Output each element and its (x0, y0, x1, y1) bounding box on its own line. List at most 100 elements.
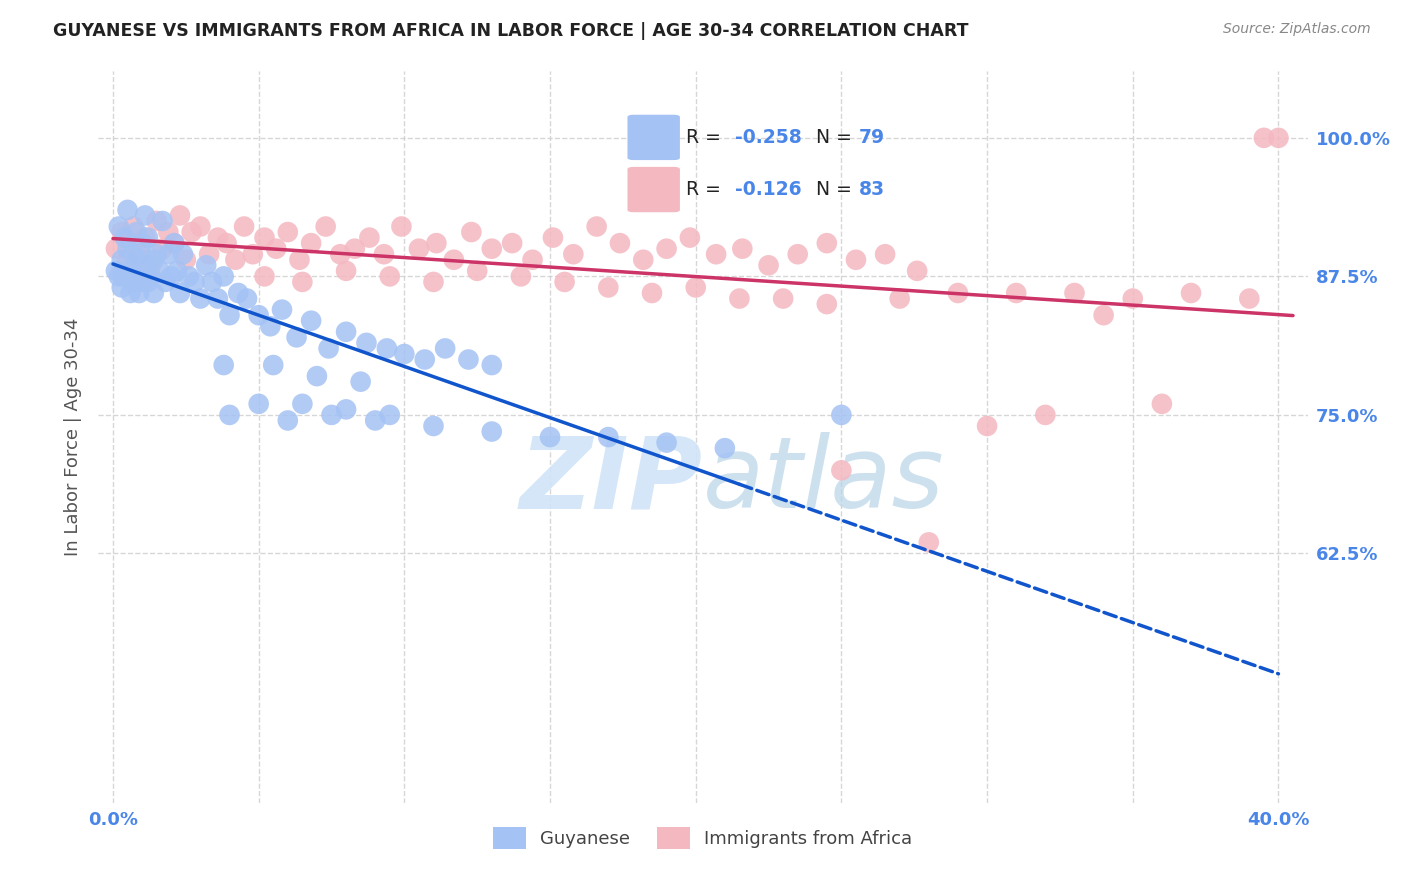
Point (481, 425, 503, 439)
Point (641, 285, 664, 300)
Point (142, 285, 165, 300)
Point (457, 352, 479, 367)
Point (111, 252, 134, 267)
Point (655, 242, 678, 256)
Point (190, 292, 212, 306)
Point (145, 247, 167, 261)
Point (585, 219, 607, 234)
Point (731, 242, 754, 256)
Point (1122, 292, 1144, 306)
Point (139, 269, 162, 284)
Point (212, 269, 235, 284)
Point (190, 219, 212, 234)
Point (655, 435, 678, 450)
Point (152, 214, 174, 228)
Point (233, 219, 256, 234)
Point (889, 292, 911, 306)
Point (633, 252, 655, 267)
Point (425, 236, 447, 251)
Point (131, 236, 153, 251)
Point (343, 242, 366, 256)
Text: R =: R = (686, 180, 727, 199)
Point (394, 347, 416, 361)
Point (830, 463, 852, 477)
Point (538, 430, 561, 444)
Point (321, 408, 343, 422)
Point (786, 247, 808, 261)
Point (134, 258, 156, 272)
Point (1239, 292, 1261, 306)
Point (215, 236, 238, 251)
Point (277, 413, 299, 427)
Point (142, 252, 165, 267)
Point (481, 242, 503, 256)
Point (172, 247, 194, 261)
Point (1253, 131, 1275, 145)
Point (875, 247, 897, 261)
Point (114, 230, 136, 244)
Point (315, 219, 337, 234)
Point (160, 269, 183, 284)
Point (685, 280, 707, 294)
Point (350, 375, 373, 389)
Point (509, 269, 531, 284)
Point (177, 269, 200, 284)
Point (212, 358, 235, 372)
Point (152, 242, 174, 256)
Point (149, 264, 172, 278)
Point (335, 402, 357, 417)
Point (183, 275, 205, 289)
Legend: Guyanese, Immigrants from Africa: Guyanese, Immigrants from Africa (486, 820, 920, 856)
Point (305, 369, 328, 384)
Point (201, 275, 224, 289)
Point (554, 275, 576, 289)
Point (335, 325, 357, 339)
Point (277, 225, 299, 239)
Point (117, 252, 139, 267)
Point (111, 280, 134, 294)
Point (562, 247, 585, 261)
Point (122, 275, 145, 289)
Point (373, 247, 395, 261)
Point (481, 358, 503, 372)
Point (207, 230, 229, 244)
FancyBboxPatch shape (627, 167, 681, 212)
Text: atlas: atlas (703, 433, 945, 530)
Point (291, 275, 314, 289)
Point (169, 285, 191, 300)
Point (195, 258, 218, 272)
Point (335, 264, 357, 278)
Point (271, 302, 294, 317)
Point (501, 236, 523, 251)
Text: ZIP: ZIP (520, 433, 703, 530)
Point (291, 397, 314, 411)
Point (224, 252, 246, 267)
Point (976, 419, 998, 434)
Point (329, 247, 352, 261)
Point (1092, 308, 1115, 322)
Point (704, 247, 727, 261)
Point (598, 280, 620, 294)
Point (108, 219, 131, 234)
Point (104, 242, 127, 256)
Point (134, 230, 156, 244)
Point (408, 242, 430, 256)
Point (198, 247, 221, 261)
Point (288, 252, 311, 267)
Point (1033, 408, 1056, 422)
Point (1005, 285, 1028, 300)
Point (122, 219, 145, 234)
Point (318, 342, 340, 356)
Point (108, 269, 131, 284)
Point (111, 225, 134, 239)
Point (1150, 397, 1173, 411)
Point (122, 247, 145, 261)
Point (226, 285, 249, 300)
Point (413, 352, 436, 367)
Point (169, 209, 191, 223)
Point (905, 264, 928, 278)
Point (259, 319, 281, 334)
Point (128, 285, 150, 300)
Point (117, 202, 139, 217)
Point (145, 214, 167, 228)
